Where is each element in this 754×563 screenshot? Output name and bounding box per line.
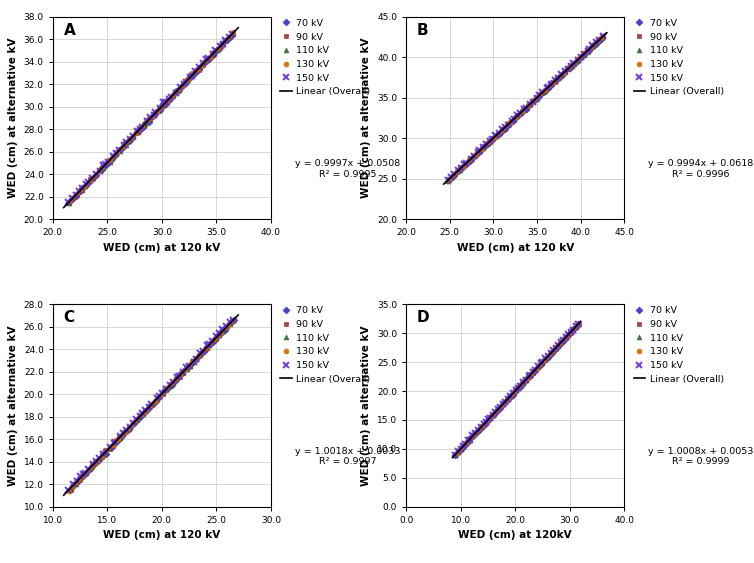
Text: y = 0.9997x + 0.0508
R² = 0.9995: y = 0.9997x + 0.0508 R² = 0.9995 bbox=[295, 159, 400, 179]
X-axis label: WED (cm) at 120 kV: WED (cm) at 120 kV bbox=[103, 530, 220, 540]
Y-axis label: WED (cm) at alternative kV: WED (cm) at alternative kV bbox=[8, 38, 18, 198]
Legend: 70 kV, 90 kV, 110 kV, 130 kV, 150 kV, Linear (Overall): 70 kV, 90 kV, 110 kV, 130 kV, 150 kV, Li… bbox=[632, 304, 726, 386]
X-axis label: WED (cm) at 120 kV: WED (cm) at 120 kV bbox=[103, 243, 220, 253]
Legend: 70 kV, 90 kV, 110 kV, 130 kV, 150 kV, Linear (Overall): 70 kV, 90 kV, 110 kV, 130 kV, 150 kV, Li… bbox=[278, 17, 372, 99]
Y-axis label: WED (cm) at alternative kV: WED (cm) at alternative kV bbox=[361, 38, 372, 198]
X-axis label: WED (cm) at 120 kV: WED (cm) at 120 kV bbox=[457, 243, 574, 253]
Text: A: A bbox=[63, 23, 75, 38]
Text: B: B bbox=[417, 23, 429, 38]
Y-axis label: WED (cm) at alternative kV: WED (cm) at alternative kV bbox=[8, 325, 18, 486]
X-axis label: WED (cm) at 120kV: WED (cm) at 120kV bbox=[458, 530, 572, 540]
Y-axis label: WED (cm) at alternative kV: WED (cm) at alternative kV bbox=[361, 325, 372, 486]
Text: y = 1.0008x + 0.0053
R² = 0.9999: y = 1.0008x + 0.0053 R² = 0.9999 bbox=[648, 447, 754, 466]
Text: y = 1.0018x + 0.0033
R² = 0.9997: y = 1.0018x + 0.0033 R² = 0.9997 bbox=[295, 447, 400, 466]
Text: C: C bbox=[63, 310, 75, 325]
Legend: 70 kV, 90 kV, 110 kV, 130 kV, 150 kV, Linear (Overall): 70 kV, 90 kV, 110 kV, 130 kV, 150 kV, Li… bbox=[278, 304, 372, 386]
Text: D: D bbox=[417, 310, 430, 325]
Legend: 70 kV, 90 kV, 110 kV, 130 kV, 150 kV, Linear (Overall): 70 kV, 90 kV, 110 kV, 130 kV, 150 kV, Li… bbox=[632, 17, 726, 99]
Text: y = 0.9994x + 0.0618
R² = 0.9996: y = 0.9994x + 0.0618 R² = 0.9996 bbox=[648, 159, 753, 179]
